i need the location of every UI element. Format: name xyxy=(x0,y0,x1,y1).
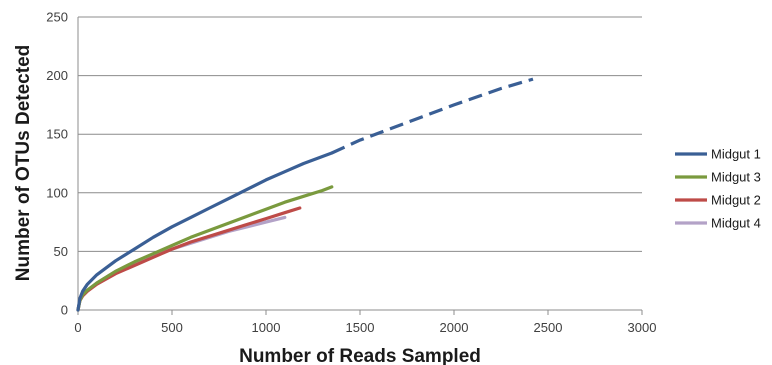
series-line-midgut-4 xyxy=(76,215,287,312)
x-tick-label-0: 0 xyxy=(74,320,81,335)
axes xyxy=(77,17,643,315)
series-line-midgut-1-extrapolated xyxy=(331,77,534,155)
x-tick-label-1500: 1500 xyxy=(346,320,375,335)
series-line-midgut-1 xyxy=(76,151,334,312)
legend: Midgut 1 Midgut 3 Midgut 2 Midgut 4 xyxy=(675,147,761,231)
y-tick-label-250: 250 xyxy=(46,10,68,25)
legend-label-midgut-3: Midgut 3 xyxy=(711,170,761,185)
y-tick-label-100: 100 xyxy=(46,185,68,200)
gridlines xyxy=(78,16,642,252)
legend-label-midgut-4: Midgut 4 xyxy=(711,216,761,231)
series-lines xyxy=(76,77,534,312)
legend-label-midgut-1: Midgut 1 xyxy=(711,147,761,162)
legend-label-midgut-2: Midgut 2 xyxy=(711,193,761,208)
y-axis-title: Number of OTUs Detected xyxy=(13,45,34,281)
x-tick-label-2500: 2500 xyxy=(534,320,563,335)
y-tick-label-50: 50 xyxy=(54,244,68,259)
y-tick-label-200: 200 xyxy=(46,68,68,83)
series-line-midgut-3 xyxy=(76,185,334,312)
y-tick-labels: 0 50 100 150 200 250 xyxy=(46,10,68,318)
x-tick-labels: 0 500 1000 1500 2000 2500 3000 xyxy=(74,320,656,335)
x-tick-label-3000: 3000 xyxy=(628,320,657,335)
x-tick-label-1000: 1000 xyxy=(252,320,281,335)
x-axis-title: Number of Reads Sampled xyxy=(239,346,481,365)
y-tick-label-150: 150 xyxy=(46,127,68,142)
x-tick-label-500: 500 xyxy=(161,320,183,335)
x-tick-label-2000: 2000 xyxy=(440,320,469,335)
y-tick-label-0: 0 xyxy=(61,303,68,318)
